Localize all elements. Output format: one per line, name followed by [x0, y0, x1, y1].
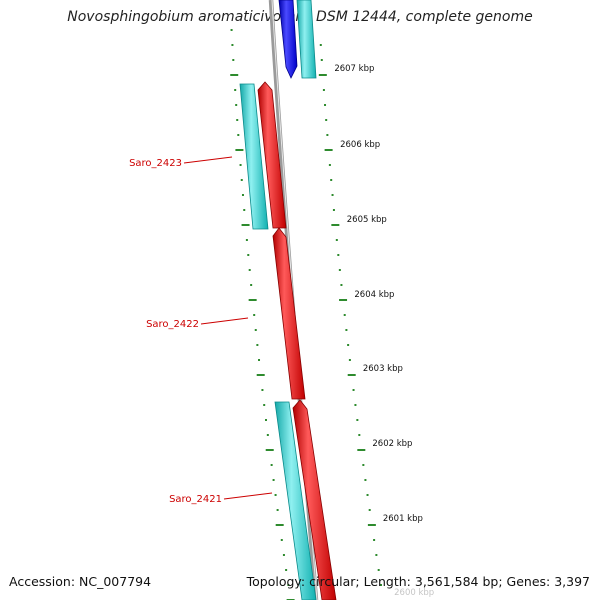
- leader-saro-2421: [223, 492, 273, 500]
- kbp-label: 2601 kbp: [383, 514, 423, 524]
- kbp-label: 2607 kbp: [334, 64, 374, 74]
- kbp-label: 2603 kbp: [363, 364, 403, 374]
- label-saro-2423[interactable]: Saro_2423: [129, 158, 182, 169]
- label-saro-2422[interactable]: Saro_2422: [146, 319, 199, 330]
- gene-saro-2421[interactable]: [274, 401, 317, 600]
- gene-red-lower[interactable]: [292, 399, 337, 600]
- gene-cyan-top[interactable]: [296, 0, 317, 79]
- kbp-label: 2602 kbp: [372, 439, 412, 449]
- kbp-label: 2600 kbp: [394, 588, 434, 598]
- gene-saro-2422[interactable]: [272, 227, 306, 400]
- gene-blue-top[interactable]: [278, 0, 298, 79]
- gene-red-upper[interactable]: [257, 81, 287, 229]
- label-saro-2421[interactable]: Saro_2421: [169, 494, 222, 505]
- gene-saro-2423[interactable]: [239, 83, 269, 230]
- outer-tick-track: [318, 44, 383, 586]
- kbp-label: 2604 kbp: [354, 290, 394, 300]
- inner-tick-track: [230, 29, 295, 600]
- accession-text: Accession: NC_007794: [9, 574, 152, 589]
- kbp-label: 2605 kbp: [347, 215, 387, 225]
- leader-saro-2422: [200, 317, 249, 325]
- kbp-label-group: 2607 kbp 2606 kbp 2605 kbp 2604 kbp 2603 kbp…: [334, 64, 434, 598]
- kbp-label: 2606 kbp: [340, 140, 380, 150]
- leader-saro-2423: [183, 156, 233, 164]
- genome-stats-text: Topology: circular; Length: 3,561,584 bp…: [246, 574, 590, 589]
